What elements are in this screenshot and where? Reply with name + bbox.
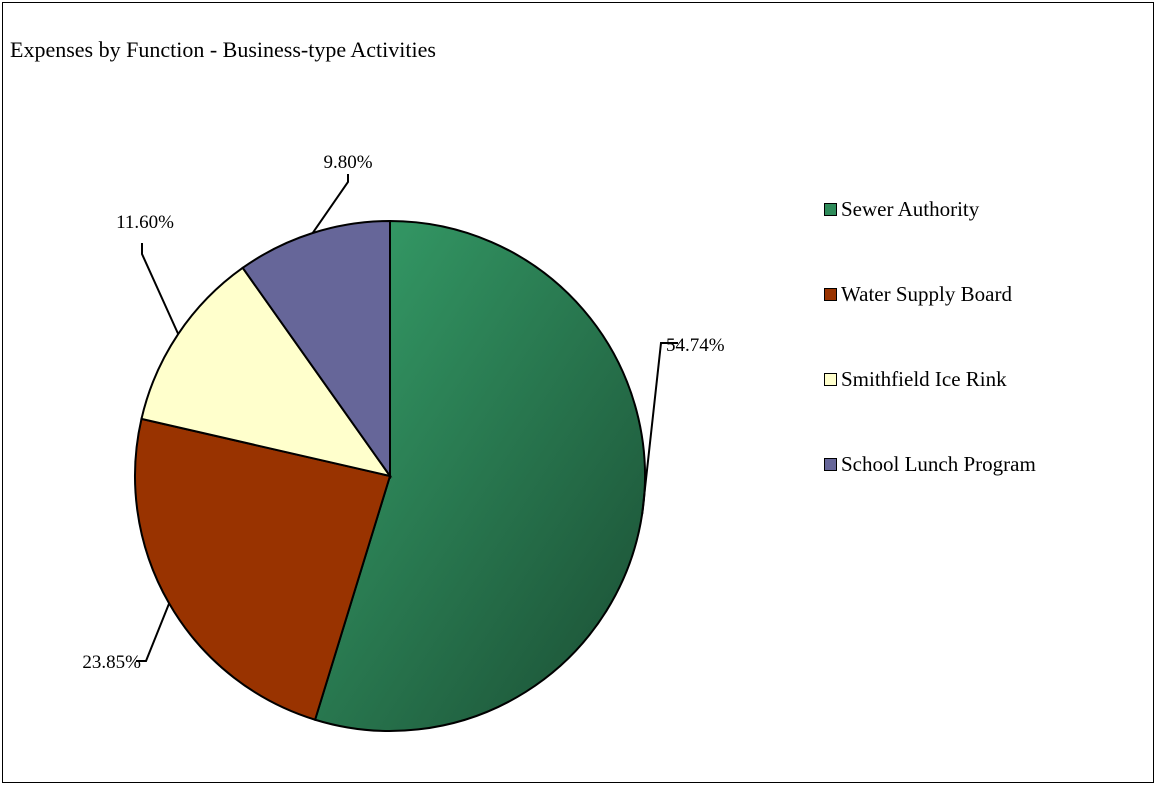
leader-line-sewer-authority: [641, 342, 678, 514]
legend-swatch-school-lunch-program: [824, 457, 837, 471]
legend-label-smithfield-ice-rink: Smithfield Ice Rink: [841, 366, 1007, 391]
legend-item-sewer-authority: Sewer Authority: [824, 196, 1036, 222]
legend-item-school-lunch-program: School Lunch Program: [824, 451, 1036, 477]
legend-label-water-supply-board: Water Supply Board: [841, 281, 1012, 306]
legend-item-water-supply-board: Water Supply Board: [824, 281, 1036, 307]
chart-title: Expenses by Function - Business-type Act…: [10, 37, 436, 62]
legend-label-sewer-authority: Sewer Authority: [841, 196, 980, 221]
legend: Sewer Authority Water Supply Board Smith…: [824, 196, 1036, 536]
pie-slices: [134, 219, 646, 732]
legend-swatch-water-supply-board: [824, 287, 837, 301]
leader-line-school-lunch-program: [311, 174, 349, 234]
leader-lines: [136, 174, 678, 662]
pie-slice-sewer-authority: [313, 219, 646, 732]
legend-swatch-sewer-authority: [824, 202, 837, 216]
data-label-school-lunch-program: 9.80%: [323, 152, 372, 173]
leader-line-smithfield-ice-rink: [141, 243, 180, 335]
pie-slice-water-supply-board: [134, 417, 392, 721]
legend-swatch-smithfield-ice-rink: [824, 372, 837, 386]
data-label-water-supply-board: 23.85%: [82, 652, 141, 673]
legend-item-smithfield-ice-rink: Smithfield Ice Rink: [824, 366, 1036, 392]
leader-line-water-supply-board: [136, 603, 171, 662]
data-labels: 54.74% 23.85% 11.60% 9.80%: [82, 152, 724, 673]
data-label-smithfield-ice-rink: 11.60%: [116, 212, 174, 233]
pie-slice-school-lunch-program: [241, 219, 391, 480]
data-label-sewer-authority: 54.74%: [666, 335, 725, 356]
pie-slice-smithfield-ice-rink: [140, 266, 393, 478]
legend-label-school-lunch-program: School Lunch Program: [841, 451, 1036, 476]
